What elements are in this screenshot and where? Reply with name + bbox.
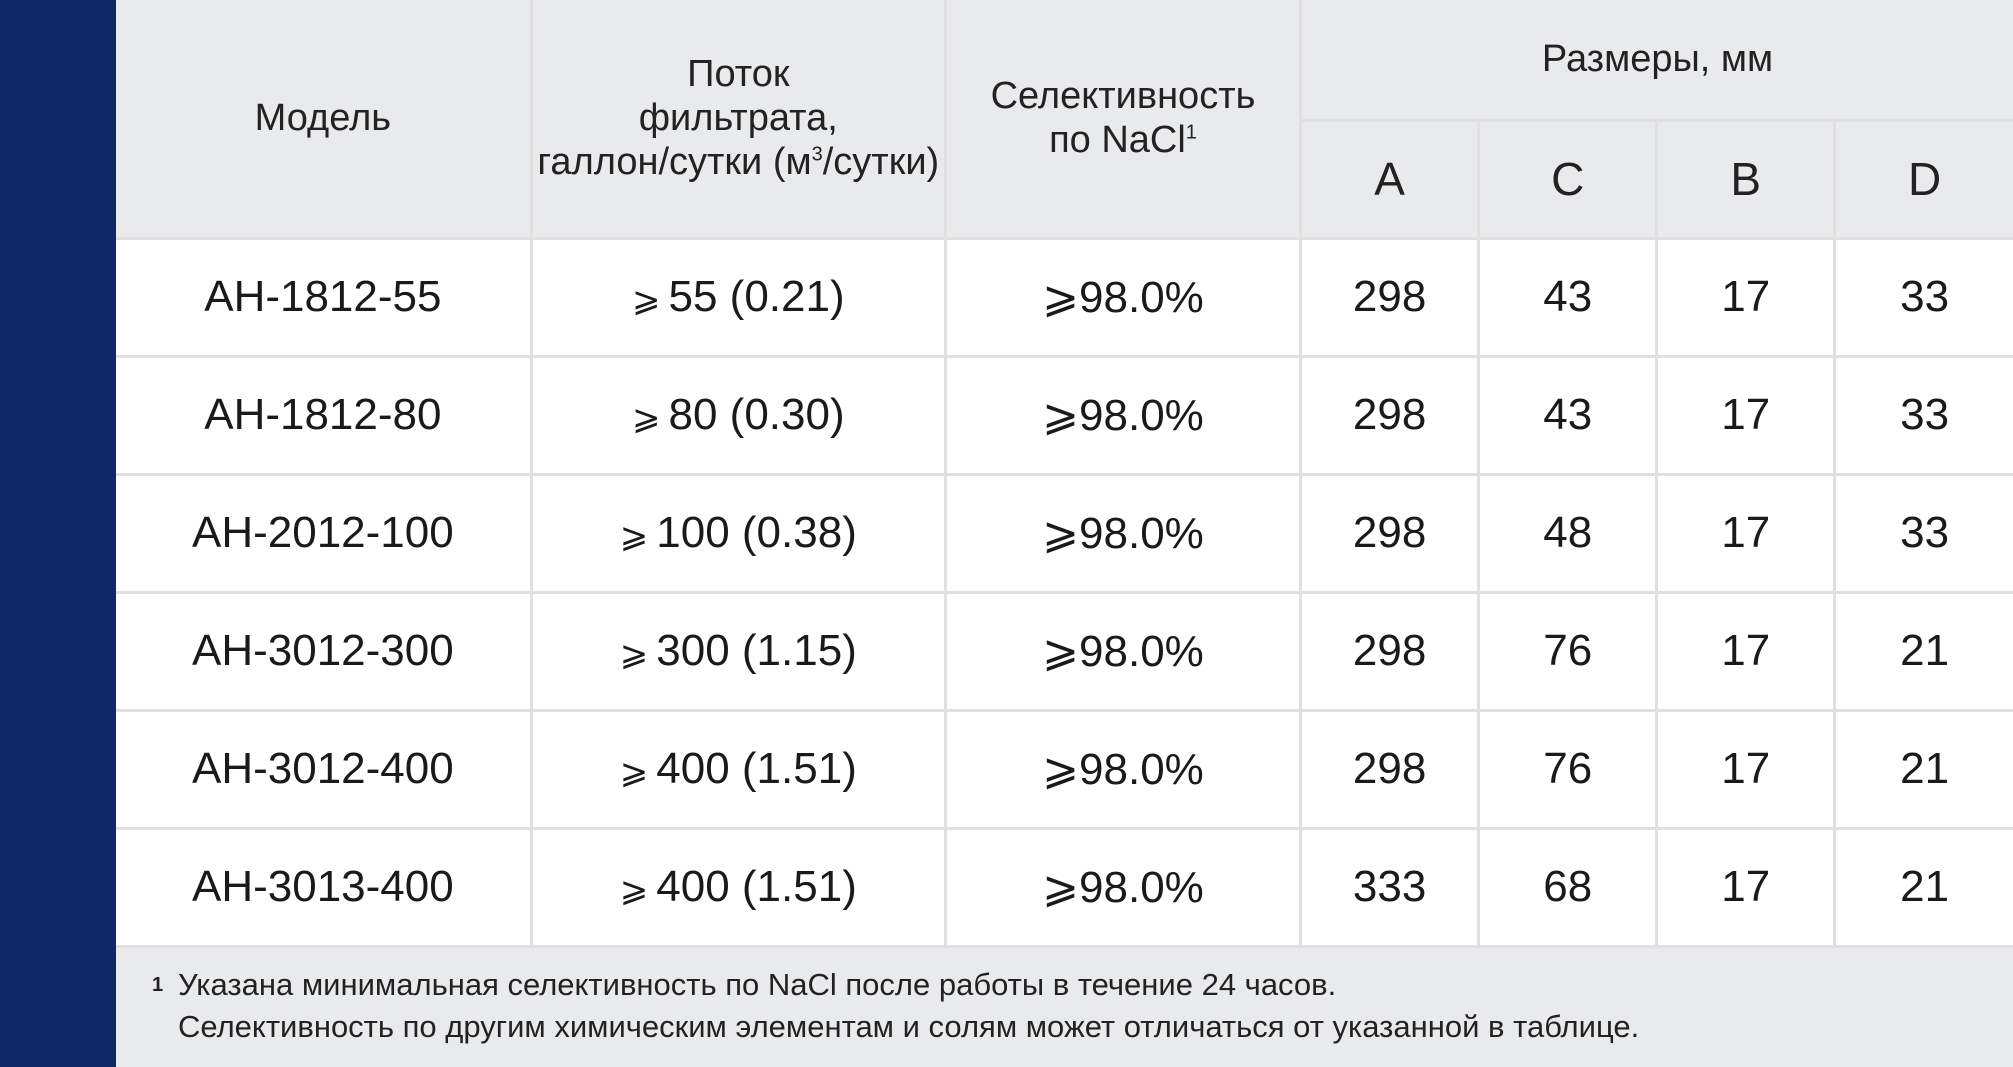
header-model-label: Модель xyxy=(254,97,392,140)
greater-equal-sign: ⩾ xyxy=(619,517,649,555)
cell-dim-c: 76 xyxy=(1478,592,1659,712)
table-row: AH-2012-100 ⩾ 100 (0.38) ⩾98.0% 298 48 17 33 xyxy=(116,474,2013,594)
table-row: AH-3013-400 ⩾ 400 (1.51) ⩾98.0% 333 68 17 21 xyxy=(116,828,2013,948)
cell-dim-c: 48 xyxy=(1478,474,1659,594)
cell-dim-b: 17 xyxy=(1656,710,1837,830)
cell-model: AH-2012-100 xyxy=(116,474,533,594)
cell-selectivity: ⩾98.0% xyxy=(945,828,1303,948)
cell-dim-a: 298 xyxy=(1300,356,1481,476)
header-dimensions-group: Размеры, мм xyxy=(1300,0,2013,122)
cell-dim-d: 21 xyxy=(1834,710,2013,830)
cell-flow: ⩾ 55 (0.21) xyxy=(531,238,947,358)
cell-model: AH-3012-400 xyxy=(116,710,533,830)
cell-selectivity: ⩾98.0% xyxy=(945,356,1303,476)
cell-dim-b: 17 xyxy=(1656,474,1837,594)
flow-value: 300 (1.15) xyxy=(656,626,857,675)
cell-dim-a: 298 xyxy=(1300,474,1481,594)
cell-dim-c: 76 xyxy=(1478,710,1659,830)
cell-model: AH-1812-55 xyxy=(116,238,533,358)
spec-table: Модель Поток фильтрата, галлон/сутки (м3… xyxy=(116,0,2013,948)
greater-equal-sign: ⩾ xyxy=(619,871,649,909)
cell-dim-a: 298 xyxy=(1300,238,1481,358)
cell-dim-c: 43 xyxy=(1478,238,1659,358)
cell-selectivity: ⩾98.0% xyxy=(945,710,1303,830)
greater-equal-sign: ⩾ xyxy=(619,635,649,673)
footnote-mark: 1 xyxy=(152,974,164,996)
cell-model: AH-3013-400 xyxy=(116,828,533,948)
footnote-ref-sup: 1 xyxy=(1185,121,1197,144)
cell-dim-c: 68 xyxy=(1478,828,1659,948)
header-model: Модель xyxy=(116,0,533,240)
flow-value: 80 (0.30) xyxy=(668,390,845,439)
footnote-line2: Селективность по другим химическим элеме… xyxy=(178,1009,1640,1044)
flow-value: 55 (0.21) xyxy=(668,272,845,321)
cell-dim-a: 298 xyxy=(1300,592,1481,712)
header-dim-a: A xyxy=(1300,120,1481,240)
cell-dim-a: 333 xyxy=(1300,828,1481,948)
cell-dim-d: 21 xyxy=(1834,828,2013,948)
flow-value: 400 (1.51) xyxy=(656,744,857,793)
side-accent-bar xyxy=(0,0,116,1067)
cell-flow: ⩾ 400 (1.51) xyxy=(531,828,947,948)
greater-equal-sign: ⩾ xyxy=(632,281,661,319)
table-row: AH-1812-55 ⩾ 55 (0.21) ⩾98.0% 298 43 17 33 xyxy=(116,238,2013,358)
header-selectivity-line1: Селективность xyxy=(990,75,1256,118)
cell-dim-d: 33 xyxy=(1834,474,2013,594)
header-selectivity: Селективность по NaCl1 xyxy=(945,0,1303,240)
header-dim-b: B xyxy=(1656,120,1837,240)
cell-model: AH-3012-300 xyxy=(116,592,533,712)
header-flow-unit-post: /сутки) xyxy=(822,141,940,184)
table-row: AH-3012-300 ⩾ 300 (1.15) ⩾98.0% 298 76 17 21 xyxy=(116,592,2013,712)
flow-value: 100 (0.38) xyxy=(656,508,857,557)
cell-dim-b: 17 xyxy=(1656,356,1837,476)
cell-dim-b: 17 xyxy=(1656,592,1837,712)
cell-flow: ⩾ 400 (1.51) xyxy=(531,710,947,830)
header-flow-line3: галлон/сутки (м3/сутки) xyxy=(533,140,944,184)
cell-flow: ⩾ 80 (0.30) xyxy=(531,356,947,476)
header-dim-c: C xyxy=(1478,120,1659,240)
greater-equal-sign: ⩾ xyxy=(632,399,661,437)
cell-dim-b: 17 xyxy=(1656,828,1837,948)
cell-selectivity: ⩾98.0% xyxy=(945,238,1303,358)
table-row: AH-1812-80 ⩾ 80 (0.30) ⩾98.0% 298 43 17 33 xyxy=(116,356,2013,476)
table-body: AH-1812-55 ⩾ 55 (0.21) ⩾98.0% 298 43 17 33 AH-18… xyxy=(116,238,2013,948)
cell-flow: ⩾ 300 (1.15) xyxy=(531,592,947,712)
footnote-line1: Указана минимальная селективность по NaC… xyxy=(178,967,1337,1002)
content-area: Модель Поток фильтрата, галлон/сутки (м3… xyxy=(116,0,2013,1067)
cell-dim-a: 298 xyxy=(1300,710,1481,830)
cell-flow: ⩾ 100 (0.38) xyxy=(531,474,947,594)
cell-selectivity: ⩾98.0% xyxy=(945,474,1303,594)
table-header: Модель Поток фильтрата, галлон/сутки (м3… xyxy=(116,0,2013,240)
cell-dim-b: 17 xyxy=(1656,238,1837,358)
cell-dim-d: 33 xyxy=(1834,238,2013,358)
cell-dim-d: 21 xyxy=(1834,592,2013,712)
footnote: 1 Указана минимальная селективность по N… xyxy=(116,948,2013,1067)
header-flow-unit-sup: 3 xyxy=(811,143,823,166)
flow-value: 400 (1.51) xyxy=(656,862,857,911)
cell-model: AH-1812-80 xyxy=(116,356,533,476)
header-selectivity-nacl: по NaCl xyxy=(1049,119,1186,162)
header-flow-line2: фильтрата, xyxy=(638,97,838,140)
header-dimensions-label: Размеры, мм xyxy=(1541,38,1774,81)
cell-dim-c: 43 xyxy=(1478,356,1659,476)
header-flow: Поток фильтрата, галлон/сутки (м3/сутки) xyxy=(531,0,947,240)
table-row: AH-3012-400 ⩾ 400 (1.51) ⩾98.0% 298 76 17 21 xyxy=(116,710,2013,830)
header-selectivity-line2: по NaCl1 xyxy=(947,118,1299,162)
header-dim-d: D xyxy=(1834,120,2013,240)
cell-selectivity: ⩾98.0% xyxy=(945,592,1303,712)
cell-dim-d: 33 xyxy=(1834,356,2013,476)
header-flow-unit-pre: галлон/сутки (м xyxy=(537,141,812,184)
header-flow-line1: Поток xyxy=(687,53,790,96)
greater-equal-sign: ⩾ xyxy=(619,753,649,791)
